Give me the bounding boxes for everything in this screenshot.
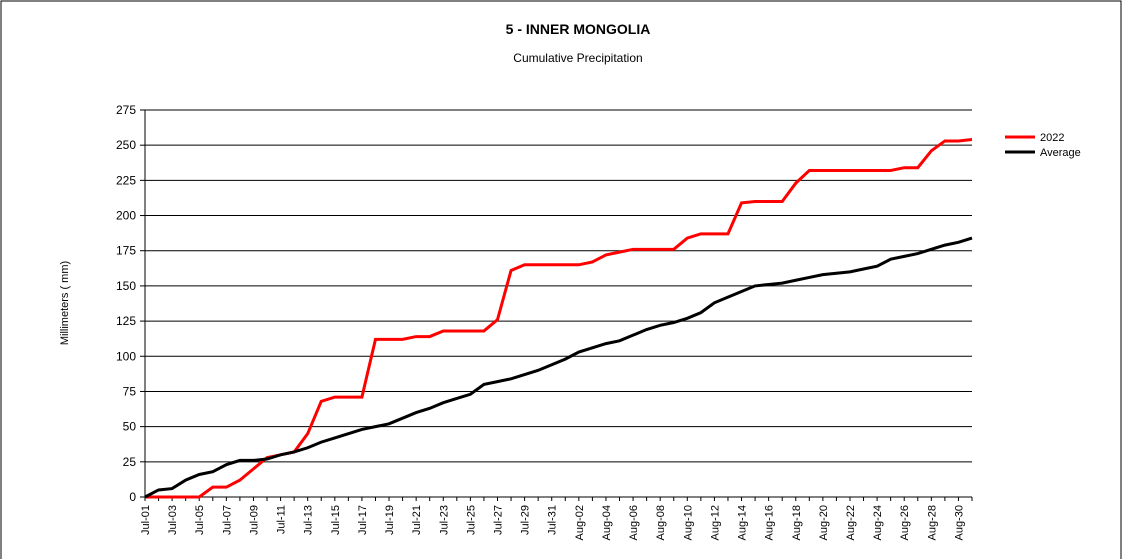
x-tick-label: Aug-26 xyxy=(899,505,911,540)
x-tick-label: Aug-04 xyxy=(601,505,613,540)
x-tick-label: Jul-05 xyxy=(194,505,206,535)
x-tick-label: Aug-30 xyxy=(953,505,965,540)
x-tick-label: Jul-11 xyxy=(276,505,288,534)
x-tick-label: Aug-10 xyxy=(682,505,694,540)
x-tick-label: Aug-02 xyxy=(574,505,586,540)
y-tick-label: 50 xyxy=(123,420,137,434)
x-tick-label: Jul-29 xyxy=(520,505,532,535)
y-tick-label: 200 xyxy=(116,209,136,223)
y-tick-label: 25 xyxy=(123,455,137,469)
x-tick-label: Jul-01 xyxy=(140,505,152,535)
chart-title: 5 - INNER MONGOLIA xyxy=(506,21,651,37)
chart-subtitle: Cumulative Precipitation xyxy=(513,51,642,65)
y-tick-label: 125 xyxy=(116,314,136,328)
legend-label: Average xyxy=(1040,147,1081,159)
x-tick-label: Jul-09 xyxy=(248,505,260,535)
x-tick-label: Jul-25 xyxy=(465,505,477,535)
y-tick-label: 275 xyxy=(116,103,136,117)
x-tick-label: Jul-17 xyxy=(357,505,369,535)
x-tick-label: Aug-06 xyxy=(628,505,640,540)
y-tick-label: 175 xyxy=(116,244,136,258)
x-tick-label: Jul-23 xyxy=(438,505,450,535)
x-tick-label: Aug-22 xyxy=(845,505,857,540)
y-tick-label: 100 xyxy=(116,349,136,363)
y-tick-label: 0 xyxy=(129,490,136,504)
legend-label: 2022 xyxy=(1040,132,1064,144)
x-tick-label: Jul-19 xyxy=(384,505,396,535)
x-tick-label: Aug-18 xyxy=(791,505,803,540)
x-tick-label: Aug-12 xyxy=(709,505,721,540)
x-tick-label: Jul-03 xyxy=(167,505,179,535)
x-tick-label: Aug-08 xyxy=(655,505,667,540)
x-tick-label: Jul-15 xyxy=(330,505,342,535)
x-tick-label: Jul-07 xyxy=(221,505,233,535)
y-axis-label: Millimeters ( mm) xyxy=(59,261,71,345)
series-line xyxy=(144,236,973,499)
x-tick-label: Aug-24 xyxy=(872,505,884,540)
x-tick-label: Jul-31 xyxy=(547,505,559,535)
y-tick-label: 150 xyxy=(116,279,136,293)
x-tick-label: Jul-21 xyxy=(411,505,423,535)
x-tick-label: Aug-28 xyxy=(926,505,938,540)
x-tick-label: Aug-16 xyxy=(764,505,776,540)
x-tick-label: Jul-27 xyxy=(492,505,504,535)
x-tick-label: Jul-13 xyxy=(303,505,315,535)
y-tick-label: 250 xyxy=(116,138,136,152)
y-tick-label: 75 xyxy=(123,384,137,398)
x-tick-label: Aug-20 xyxy=(818,505,830,540)
y-tick-label: 225 xyxy=(116,173,136,187)
x-tick-label: Aug-14 xyxy=(737,505,749,540)
